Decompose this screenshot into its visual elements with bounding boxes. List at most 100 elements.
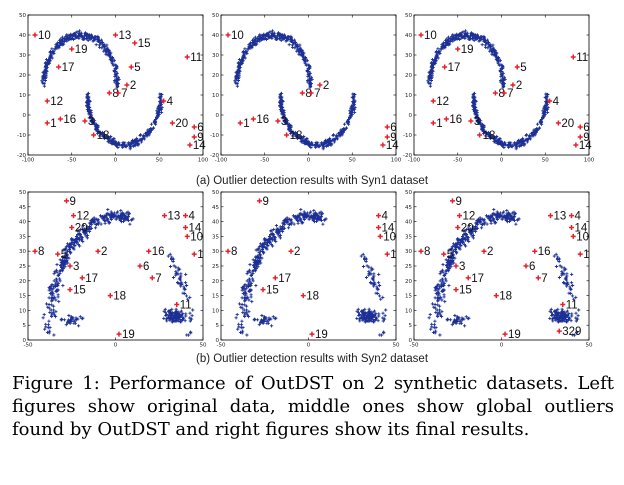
- outlier-point-2: [95, 248, 101, 254]
- outlier-point-3: [275, 118, 281, 124]
- outlier-label-5: 5: [134, 62, 140, 74]
- outlier-point-11: [174, 301, 180, 307]
- outlier-point-10: [418, 32, 424, 38]
- outlier-point-10: [377, 233, 383, 239]
- outlier-point-20: [169, 120, 175, 126]
- outlier-point-9: [64, 198, 69, 204]
- outlier-point-16: [250, 116, 256, 122]
- x-tick-label: -100: [215, 158, 228, 164]
- x-tick-label: 0: [307, 158, 311, 164]
- y-tick-label: 20: [405, 73, 412, 79]
- y-tick-label: 45: [19, 205, 26, 211]
- outlier-point-17: [79, 275, 85, 281]
- outlier-point-2: [317, 82, 323, 88]
- x-tick-label: -100: [22, 158, 35, 164]
- outlier-label-17: 17: [448, 62, 461, 74]
- outlier-point-17: [56, 64, 62, 70]
- outlier-point-5: [55, 251, 61, 257]
- y-tick-label: 35: [19, 234, 26, 240]
- outlier-label-9: 9: [583, 132, 589, 144]
- y-tick-label: 50: [405, 190, 412, 196]
- y-tick-label: 50: [19, 13, 26, 19]
- outlier-point-7: [308, 90, 314, 96]
- outlier-label-7: 7: [507, 88, 513, 100]
- x-tick-label: -50: [410, 343, 419, 349]
- outlier-label-1: 1: [197, 249, 203, 261]
- outlier-point-8: [299, 90, 305, 96]
- outlier-label-7: 7: [541, 273, 547, 285]
- y-tick-label: 30: [19, 53, 26, 59]
- normal-data-points: [234, 208, 388, 337]
- outlier-point-15: [260, 287, 266, 293]
- x-tick-label: 100: [584, 158, 595, 164]
- outlier-label-10: 10: [424, 30, 437, 42]
- outlier-point-20: [455, 225, 461, 231]
- x-tick-label: -50: [67, 158, 76, 164]
- outlier-label-8: 8: [231, 246, 237, 258]
- outlier-point-3: [67, 263, 73, 269]
- outlier-label-14: 14: [189, 223, 202, 235]
- outlier-point-16: [146, 248, 152, 254]
- outlier-label-18: 18: [290, 130, 303, 142]
- outlier-point-7: [115, 90, 121, 96]
- outlier-label-12: 12: [77, 211, 90, 223]
- y-tick-label: 35: [212, 234, 219, 240]
- y-tick-label: 0: [23, 113, 27, 119]
- normal-data-points: [233, 29, 357, 151]
- figure-caption-text: Performance of OutDST on 2 synthetic dat…: [12, 373, 614, 440]
- outlier-label-3: 3: [474, 116, 480, 128]
- y-tick-label: 50: [212, 13, 219, 19]
- outlier-point-19: [455, 46, 461, 52]
- outlier-label-1: 1: [583, 249, 589, 261]
- outlier-point-13: [548, 213, 553, 219]
- outlier-point-14: [183, 225, 188, 231]
- outlier-label-4: 4: [167, 96, 174, 108]
- outlier-point-10: [184, 233, 190, 239]
- outlier-label-13: 13: [554, 211, 567, 223]
- outlier-point-17: [465, 275, 471, 281]
- outlier-point-15: [67, 287, 73, 293]
- outlier-label-9: 9: [390, 132, 396, 144]
- y-tick-label: 5: [409, 323, 413, 329]
- y-tick-label: 15: [19, 294, 26, 300]
- x-tick-label: 0: [500, 158, 504, 164]
- outlier-label-14: 14: [193, 140, 206, 152]
- outlier-point-3: [468, 118, 474, 124]
- outlier-point-19: [309, 331, 315, 337]
- x-tick-label: 100: [391, 158, 402, 164]
- outlier-point-16: [532, 248, 538, 254]
- outlier-point-12: [44, 98, 50, 104]
- outlier-point-1: [191, 251, 197, 257]
- outlier-label-1: 1: [390, 249, 396, 261]
- y-tick-label: 10: [19, 308, 26, 314]
- outlier-label-19: 19: [315, 329, 328, 341]
- outlier-label-8: 8: [112, 88, 118, 100]
- outlier-label-16: 16: [538, 246, 551, 258]
- y-tick-label: 20: [19, 73, 26, 79]
- outlier-point-4: [569, 213, 574, 219]
- outlier-label-11: 11: [566, 299, 578, 311]
- outlier-label-3: 3: [88, 116, 94, 128]
- outlier-point-20: [555, 120, 561, 126]
- outlier-label-18: 18: [113, 291, 126, 303]
- outlier-label-13: 13: [168, 211, 181, 223]
- outlier-point-10: [225, 32, 231, 38]
- outlier-label-17: 17: [278, 273, 291, 285]
- outlier-point-6: [191, 124, 197, 130]
- outlier-label-20: 20: [561, 118, 574, 130]
- outlier-point-9: [577, 134, 583, 140]
- outlier-point-7: [149, 275, 155, 281]
- outlier-label-15: 15: [138, 38, 151, 50]
- x-tick-label: -100: [408, 158, 421, 164]
- outlier-point-11: [560, 301, 566, 307]
- y-tick-label: 30: [405, 249, 412, 255]
- x-tick-label: -50: [453, 158, 462, 164]
- outlier-point-10: [32, 32, 38, 38]
- outlier-point-9: [191, 134, 197, 140]
- outlier-label-5: 5: [520, 62, 526, 74]
- outlier-label-6: 6: [583, 122, 589, 134]
